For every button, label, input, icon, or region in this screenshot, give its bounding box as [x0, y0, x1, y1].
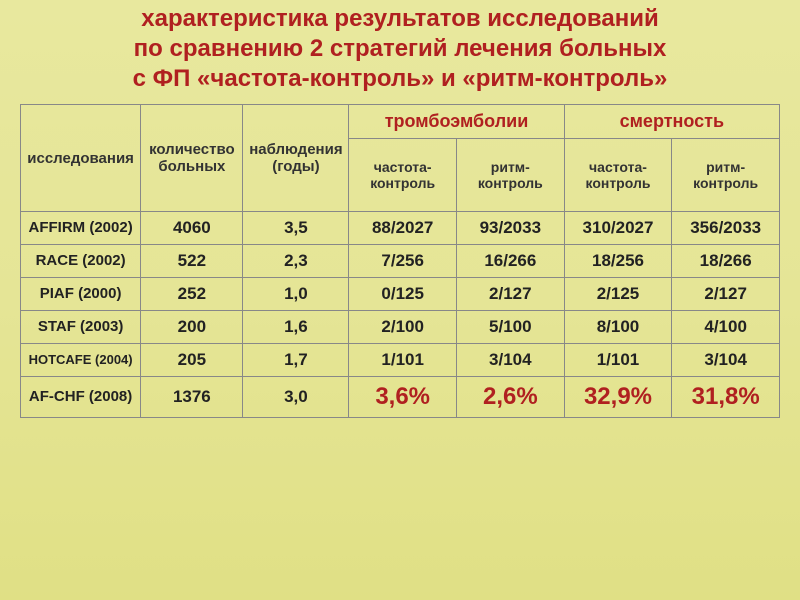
cell-thrombo-rate: 0/125	[349, 278, 457, 311]
table-row: AFFIRM (2002)40603,588/202793/2033310/20…	[21, 212, 780, 245]
table-row: RACE (2002)5222,37/25616/26618/25618/266	[21, 245, 780, 278]
cell-mort-rate: 32,9%	[564, 377, 672, 418]
cell-study: STAF (2003)	[21, 311, 141, 344]
cell-n: 205	[141, 344, 243, 377]
col-followup: наблюдения (годы)	[243, 105, 349, 212]
title-line-3: с ФП «частота-контроль» и «ритм-контроль…	[133, 65, 668, 92]
table-row: STAF (2003)2001,62/1005/1008/1004/100	[21, 311, 780, 344]
cell-n: 4060	[141, 212, 243, 245]
table-row: AF-CHF (2008)13763,03,6%2,6%32,9%31,8%	[21, 377, 780, 418]
col-patients: количество больных	[141, 105, 243, 212]
col-thrombo: тромбоэмболии	[349, 105, 564, 139]
cell-thrombo-rhythm: 5/100	[457, 311, 565, 344]
slide-title: характеристика результатов исследований …	[0, 0, 800, 104]
cell-n: 200	[141, 311, 243, 344]
cell-years: 1,0	[243, 278, 349, 311]
cell-years: 1,6	[243, 311, 349, 344]
col-study: исследования	[21, 105, 141, 212]
cell-mort-rate: 18/256	[564, 245, 672, 278]
cell-thrombo-rhythm: 93/2033	[457, 212, 565, 245]
table-row: PIAF (2000)2521,00/1252/1272/1252/127	[21, 278, 780, 311]
cell-years: 3,0	[243, 377, 349, 418]
cell-mort-rhythm: 31,8%	[672, 377, 780, 418]
results-table: исследования количество больных наблюден…	[20, 104, 780, 418]
cell-study: AFFIRM (2002)	[21, 212, 141, 245]
table-row: HOTCAFE (2004)2051,71/1013/1041/1013/104	[21, 344, 780, 377]
cell-thrombo-rhythm: 16/266	[457, 245, 565, 278]
table-body: AFFIRM (2002)40603,588/202793/2033310/20…	[21, 212, 780, 418]
cell-n: 1376	[141, 377, 243, 418]
cell-thrombo-rate: 3,6%	[349, 377, 457, 418]
cell-study: RACE (2002)	[21, 245, 141, 278]
cell-mort-rhythm: 4/100	[672, 311, 780, 344]
col-mort-rhythm: ритм-контроль	[672, 139, 780, 212]
cell-thrombo-rate: 2/100	[349, 311, 457, 344]
cell-mort-rate: 310/2027	[564, 212, 672, 245]
col-mortality: смертность	[564, 105, 779, 139]
cell-thrombo-rate: 7/256	[349, 245, 457, 278]
cell-years: 2,3	[243, 245, 349, 278]
col-thrombo-rhythm: ритм-контроль	[457, 139, 565, 212]
cell-mort-rhythm: 3/104	[672, 344, 780, 377]
cell-years: 3,5	[243, 212, 349, 245]
cell-thrombo-rhythm: 2,6%	[457, 377, 565, 418]
col-mort-rate: частота-контроль	[564, 139, 672, 212]
cell-n: 522	[141, 245, 243, 278]
cell-study: AF-CHF (2008)	[21, 377, 141, 418]
cell-mort-rhythm: 2/127	[672, 278, 780, 311]
cell-thrombo-rhythm: 2/127	[457, 278, 565, 311]
cell-thrombo-rhythm: 3/104	[457, 344, 565, 377]
cell-mort-rhythm: 356/2033	[672, 212, 780, 245]
cell-years: 1,7	[243, 344, 349, 377]
col-thrombo-rate: частота-контроль	[349, 139, 457, 212]
title-line-1: характеристика результатов исследований	[141, 5, 658, 32]
cell-study: HOTCAFE (2004)	[21, 344, 141, 377]
cell-mort-rate: 2/125	[564, 278, 672, 311]
cell-mort-rate: 1/101	[564, 344, 672, 377]
cell-thrombo-rate: 88/2027	[349, 212, 457, 245]
cell-n: 252	[141, 278, 243, 311]
cell-mort-rate: 8/100	[564, 311, 672, 344]
cell-thrombo-rate: 1/101	[349, 344, 457, 377]
title-line-2: по сравнению 2 стратегий лечения больных	[134, 35, 667, 62]
cell-study: PIAF (2000)	[21, 278, 141, 311]
cell-mort-rhythm: 18/266	[672, 245, 780, 278]
